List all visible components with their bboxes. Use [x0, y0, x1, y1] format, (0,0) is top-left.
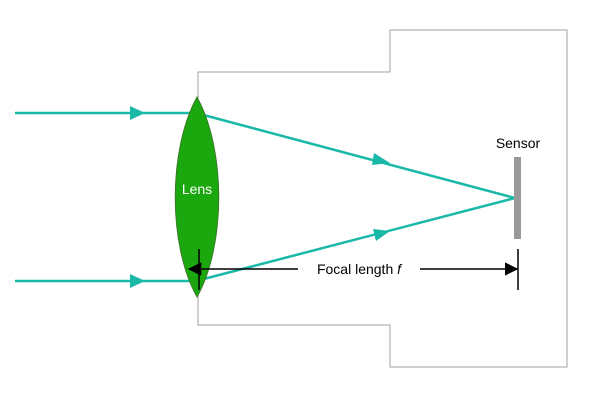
focal-length-symbol: f [397, 261, 403, 277]
incoming-ray-bottom-arrow [130, 274, 145, 288]
refracted-ray-bottom [195, 196, 516, 283]
refracted-ray-top [195, 111, 516, 200]
focal-length-text: Focal length [317, 261, 397, 277]
sensor [514, 157, 521, 239]
lens [174, 95, 220, 299]
refracted-ray-top-arrow [372, 153, 390, 165]
sensor-label: Sensor [496, 135, 541, 151]
refracted-ray-bottom-arrow [373, 229, 390, 241]
focal-length-label: Focal length f [317, 261, 403, 277]
incoming-ray-top-arrow [130, 106, 145, 120]
lens-label: Lens [182, 181, 212, 197]
camera-body-outline [197, 29, 568, 368]
